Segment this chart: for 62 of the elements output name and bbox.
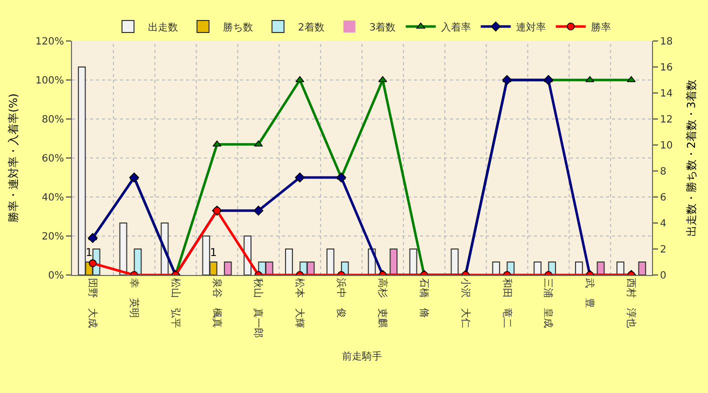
legend-label: 勝ち数	[223, 21, 253, 34]
x-tick-label: 石橋 脩	[418, 278, 430, 318]
y-tick-label: 20%	[42, 232, 64, 242]
x-tick-label: 団野 大成	[86, 278, 98, 328]
data-label: 1	[210, 246, 217, 260]
y-tick-label: 60%	[42, 154, 64, 164]
y-tick-label: 40%	[42, 192, 64, 204]
x-tick-label: 高杉 吏麒	[376, 278, 388, 328]
bar	[575, 262, 583, 275]
legend-label: 3着数	[369, 21, 396, 34]
x-tick-label: 松本 大輝	[294, 278, 306, 328]
y2-axis-title: 出走数・勝ち数・2着数・3着数	[684, 80, 698, 236]
x-axis-title: 前走騎手	[342, 350, 382, 362]
x-tick-label: 浜中 俊	[335, 278, 348, 318]
y2-tick-label: 10	[660, 140, 673, 152]
legend-label: 勝率	[590, 21, 611, 34]
legend-label: 2着数	[298, 21, 324, 34]
y2-tick-label: 14	[660, 88, 673, 100]
bar	[638, 262, 646, 275]
bar	[450, 248, 459, 275]
legend-label: 入着率	[440, 21, 471, 34]
y-axis-title: 勝率・連対率・入着率(%)	[7, 93, 20, 223]
y2-tick-label: 12	[660, 114, 673, 126]
x-tick-label: 小沢 大仁	[459, 278, 472, 328]
y-tick-label: 0%	[48, 270, 64, 282]
y-tick-label: 100%	[35, 76, 64, 86]
y2-tick-label: 0	[660, 270, 666, 282]
point	[502, 75, 512, 85]
x-tick-label: 松山 弘平	[169, 278, 182, 328]
point	[212, 140, 222, 146]
bar	[492, 262, 500, 275]
x-tick-label: 三浦 皇成	[542, 278, 554, 328]
y2-tick-label: 18	[660, 36, 673, 48]
bar	[119, 222, 128, 275]
x-tick-label: 幸 英明	[128, 278, 140, 318]
y2-tick-label: 6	[660, 192, 666, 204]
bar	[534, 262, 542, 275]
legend-label: 連対率	[516, 21, 546, 34]
bar	[390, 248, 398, 275]
point	[336, 172, 346, 182]
point	[129, 172, 140, 182]
x-tick-label: 秋山 真一郎	[252, 278, 264, 338]
x-tick-label: 和田 竜二	[500, 278, 513, 328]
point	[294, 172, 305, 182]
y2-tick-label: 8	[660, 166, 666, 178]
y2-tick-label: 4	[660, 218, 666, 230]
y-tick-label: 120%	[35, 36, 64, 48]
x-tick-label: 西村 淳也	[625, 278, 638, 328]
y-tick-label: 80%	[42, 114, 64, 126]
y2-tick-label: 16	[660, 62, 673, 74]
point	[253, 206, 264, 216]
bar	[285, 248, 293, 275]
bar	[409, 248, 418, 275]
bar	[616, 262, 624, 275]
x-tick-label: 武 豊	[584, 278, 596, 308]
point	[543, 75, 554, 85]
bar	[224, 262, 232, 275]
x-tick-label: 泉谷 楓真	[210, 278, 223, 328]
bar	[326, 248, 334, 275]
y2-tick-label: 2	[660, 244, 666, 256]
data-label: 1	[86, 246, 93, 260]
legend-label: 出走数	[148, 21, 178, 34]
